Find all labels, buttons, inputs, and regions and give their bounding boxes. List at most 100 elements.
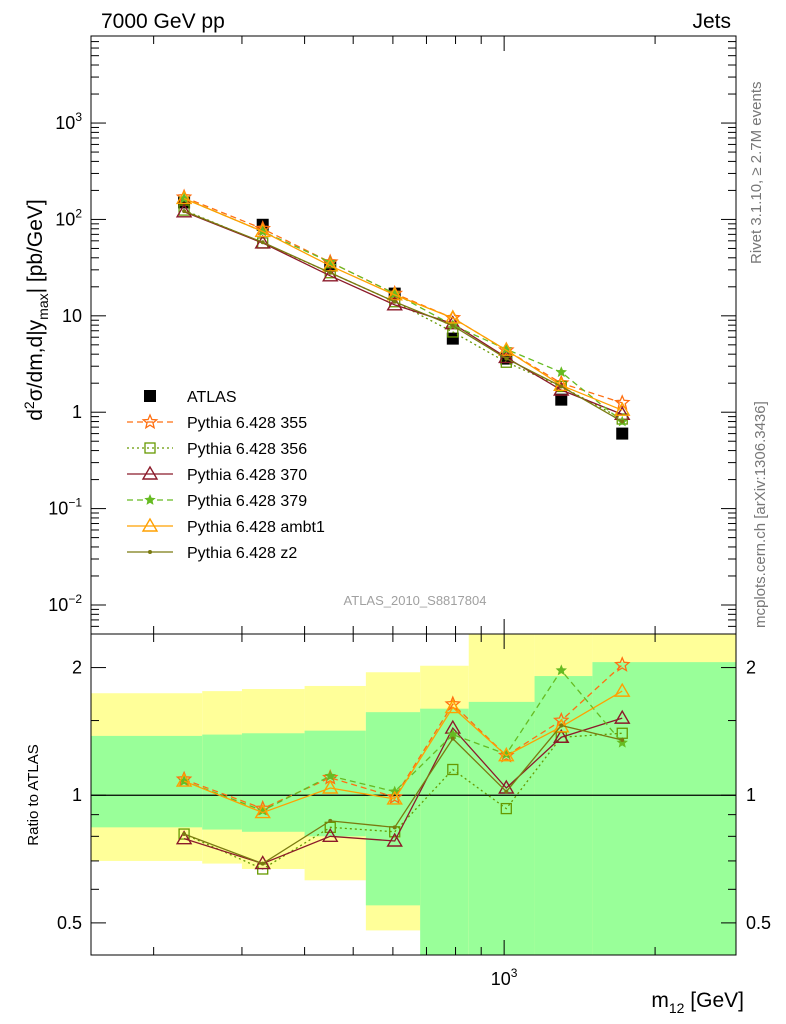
ratio-point — [500, 748, 512, 759]
ratio-point — [322, 779, 339, 794]
data-point — [616, 427, 629, 440]
ratio-point — [386, 790, 403, 805]
green-band-bin — [592, 662, 736, 955]
data-point — [614, 394, 631, 410]
data-point — [444, 309, 462, 324]
data-point — [175, 190, 193, 205]
legend-label: Pythia 6.428 z2 — [187, 545, 297, 562]
data-point — [328, 270, 333, 275]
legend-marker — [141, 465, 159, 480]
legend-label: Pythia 6.428 370 — [187, 467, 307, 484]
ratio-point — [614, 656, 631, 672]
legend-marker — [144, 494, 156, 505]
ratio-point — [182, 832, 187, 837]
legend-marker — [141, 517, 159, 532]
data-point — [498, 341, 515, 356]
ratio-point — [620, 737, 625, 742]
ratio-bands — [91, 634, 736, 955]
ratio-y-axis-label: Ratio to ATLAS — [25, 744, 42, 845]
ratio-point — [498, 747, 515, 762]
ratio-panel-frame — [90, 633, 737, 956]
ratio-line-ambt1 — [183, 690, 623, 814]
legend-marker — [144, 442, 156, 454]
legend-label: Pythia 6.428 379 — [187, 493, 307, 510]
data-point — [614, 401, 631, 416]
data-point — [254, 234, 271, 249]
data-point — [620, 419, 625, 424]
ratio-point — [504, 789, 509, 794]
data-point — [559, 384, 564, 389]
main-axes: 10−2 10−1 1 10 102 103 — [48, 35, 736, 635]
ratio-point — [178, 775, 190, 786]
data-point — [175, 203, 193, 218]
legend-marker — [148, 550, 152, 554]
green-band-bin — [420, 708, 469, 955]
main-y-axis-label: d2σ/dm,d|ymax| [pb/GeV] — [21, 199, 51, 421]
legend-marker — [141, 413, 159, 430]
green-band-bin — [202, 734, 242, 830]
legend-marker — [144, 390, 156, 402]
legend-label: Pythia 6.428 356 — [187, 441, 307, 458]
data-point — [504, 356, 509, 361]
y-tick-label: 1 — [72, 402, 82, 422]
data-point — [260, 240, 265, 245]
series-line-z2 — [183, 210, 623, 423]
ratio-line-z2 — [183, 724, 623, 865]
ratio-point — [500, 802, 512, 815]
data-point — [555, 393, 568, 406]
ratio-point — [553, 728, 570, 743]
green-band-bin — [241, 733, 305, 832]
legend-label: Pythia 6.428 ambt1 — [187, 519, 325, 536]
data-point — [392, 299, 397, 304]
y-tick-label-left: 1 — [72, 785, 82, 805]
y-tick-label-right: 2 — [746, 658, 756, 678]
data-point — [182, 209, 187, 214]
ratio-point — [616, 736, 628, 748]
legend-label: ATLAS — [187, 389, 237, 406]
y-tick-label: 10−2 — [48, 592, 82, 615]
ratio-point — [447, 763, 459, 776]
y-tick-label: 103 — [55, 110, 82, 133]
series-line-ambt1 — [183, 197, 623, 411]
ratio-line-356 — [183, 732, 623, 870]
process-label: 7000 GeV pp — [101, 10, 225, 33]
observable-label: Jets — [692, 10, 731, 33]
ratio-point — [559, 723, 564, 728]
green-band-bin — [468, 701, 535, 955]
data-point — [555, 366, 567, 378]
ratio-line-370 — [183, 717, 623, 865]
ratio-point — [444, 699, 462, 714]
ratio-point — [322, 827, 339, 843]
ratio-point — [447, 728, 459, 740]
data-point — [450, 323, 455, 328]
main-series — [175, 188, 631, 440]
series-line-355 — [183, 196, 623, 404]
legend: ATLAS Pythia 6.428 355 Pythia 6.428 356 Pyt… — [127, 389, 325, 562]
ratio-series — [175, 656, 631, 875]
ratio-point — [386, 788, 403, 805]
y-tick-label: 10 — [62, 306, 82, 326]
ratio-point — [614, 709, 631, 724]
data-point — [446, 332, 459, 345]
ratio-line-355 — [183, 664, 623, 810]
green-band-bin — [304, 730, 366, 837]
ratio-point — [328, 818, 333, 823]
ratio-point — [392, 825, 397, 830]
data-point — [254, 223, 271, 238]
rivet-label: Rivet 3.1.10, ≥ 2.7M events — [748, 82, 765, 265]
ratio-point — [175, 772, 193, 787]
legend-label: Pythia 6.428 355 — [187, 415, 307, 432]
data-point — [178, 192, 190, 204]
ratio-point — [254, 804, 271, 819]
ratio-point — [257, 804, 269, 816]
ratio-point — [260, 861, 265, 866]
ratio-point — [175, 830, 193, 845]
y-tick-label: 102 — [55, 206, 82, 229]
ratio-axes: 103 0.5 0.5 1 1 2 2 — [57, 634, 771, 989]
y-tick-label-left: 2 — [72, 658, 82, 678]
y-tick-label-left: 0.5 — [57, 913, 82, 933]
series-line-379 — [183, 197, 623, 423]
ratio-point — [386, 832, 403, 847]
x-axis-label: m12 [GeV] — [651, 989, 744, 1016]
